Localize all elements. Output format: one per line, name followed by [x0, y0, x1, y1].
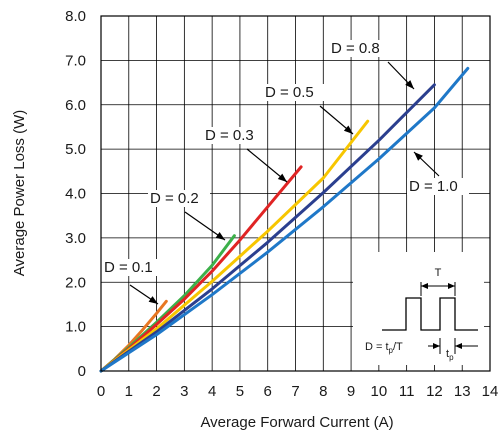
x-tick-label: 2: [152, 383, 160, 400]
annotation-bg: [329, 40, 391, 57]
y-tick-label: 0: [78, 363, 86, 380]
annotation-bg: [407, 178, 469, 195]
y-tick-label: 5.0: [65, 141, 86, 158]
annotation-label: D = 1.0: [409, 178, 458, 195]
annotation-bg: [263, 84, 325, 101]
annotation-arrowhead: [414, 152, 423, 161]
y-tick-label: 1.0: [65, 319, 86, 336]
y-tick-label: 3.0: [65, 230, 86, 247]
series-line-4: [99, 119, 370, 373]
pulse-width-label: tp: [446, 348, 454, 362]
x-tick-label: 7: [291, 383, 299, 400]
x-tick-label: 13: [454, 383, 471, 400]
x-tick-label: 11: [399, 383, 415, 400]
x-axis-title: Average Forward Current (A): [200, 414, 393, 431]
annotation-label: D = 0.8: [331, 40, 380, 57]
annotation-label: D = 0.5: [265, 84, 314, 101]
series-line-2: [99, 234, 236, 373]
series-line-5: [99, 83, 436, 373]
plot-frame: [100, 15, 491, 372]
annotation-arrowhead: [277, 173, 287, 182]
x-tick-label: 1: [125, 383, 133, 400]
x-tick-label: 14: [482, 383, 499, 400]
annotation-bg: [102, 259, 164, 276]
tick-labels: 0 1 2 3 4 5 6 7 8 9 10 11 12 13 1401.02.03.04.05.06.07…: [65, 8, 498, 400]
x-tick-label: 6: [264, 383, 272, 400]
annotation-arrowhead: [215, 232, 225, 240]
y-tick-label: 4.0: [65, 186, 86, 203]
y-tick-label: 6.0: [65, 97, 86, 114]
duty-formula: D = tp/T: [365, 341, 403, 355]
series-layer: [99, 66, 470, 373]
period-arrow-left: [421, 283, 428, 289]
annotation-bg: [203, 127, 265, 144]
x-tick-label: 9: [347, 383, 355, 400]
annotation-arrowhead: [343, 125, 353, 134]
period-arrow-right: [448, 283, 455, 289]
annotation-label: D = 0.3: [205, 127, 254, 144]
pulse-waveform: [382, 297, 478, 331]
x-tick-label: 4: [208, 383, 216, 400]
x-tick-label: 3: [180, 383, 188, 400]
x-tick-label: 12: [426, 383, 443, 400]
annotations: D = 0.1 D = 0.2 D = 0.3 D = 0.5 D = 0.8 D = 1…: [102, 40, 469, 305]
x-tick-label: 0: [97, 383, 105, 400]
y-tick-label: 7.0: [65, 52, 86, 69]
x-tick-label: 8: [319, 383, 327, 400]
duty-cycle-inset: T D = tp/T tp: [353, 252, 484, 365]
x-tick-label: 5: [236, 383, 244, 400]
annotation-label: D = 0.1: [104, 259, 153, 276]
annotation-arrowhead: [405, 80, 414, 89]
series-line-6: [99, 66, 470, 373]
pulse-arrow-left: [433, 343, 440, 349]
pulse-arrow-right: [455, 343, 462, 349]
annotation-label: D = 0.2: [150, 190, 199, 207]
annotation-arrowhead: [148, 296, 158, 304]
y-tick-label: 8.0: [65, 8, 86, 25]
period-label: T: [435, 267, 442, 279]
annotation-bg: [148, 190, 210, 207]
y-axis-title: Average Power Loss (W): [11, 110, 28, 276]
x-tick-label: 10: [371, 383, 388, 400]
y-tick-label: 2.0: [65, 274, 86, 291]
